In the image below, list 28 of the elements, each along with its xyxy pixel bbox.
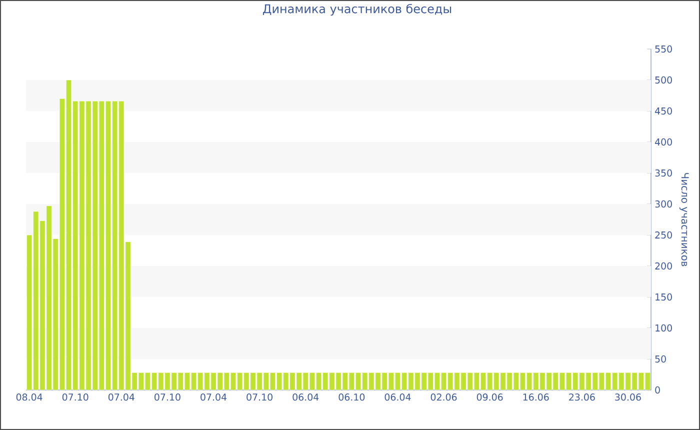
x-tick-label: 07.04	[108, 394, 134, 401]
y-tick-label: 150	[656, 293, 672, 301]
x-tick-label: 07.10	[246, 394, 272, 401]
x-tick-label: 23.06	[569, 394, 595, 401]
x-tick-label: 06.04	[384, 394, 411, 401]
chart-title: Динамика участников беседы	[262, 4, 452, 16]
x-tick-label: 06.10	[338, 394, 365, 401]
x-tick-label: 16.06	[523, 394, 549, 401]
x-tick-label: 07.10	[62, 394, 88, 401]
x-tick-label: 08.04	[16, 394, 42, 401]
y-tick-label: 350	[655, 169, 672, 177]
x-tick-label: 09.06	[476, 394, 503, 401]
y-tick-label: 100	[656, 324, 672, 332]
x-tick-label: 07.10	[154, 394, 180, 401]
y-axis-title: Число участников	[679, 173, 689, 266]
y-tick-label: 400	[654, 138, 672, 146]
y-tick-label: 550	[655, 45, 672, 53]
y-tick-label: 200	[655, 262, 672, 270]
y-tick-label: 0	[655, 386, 660, 394]
y-tick-label: 250	[655, 231, 672, 239]
x-tick-label: 30.06	[615, 394, 641, 401]
x-tick-label: 02.06	[430, 394, 457, 401]
x-tick-label: 07.04	[200, 394, 227, 401]
x-tick-label: 06.04	[292, 394, 319, 401]
y-tick-label: 50	[655, 355, 666, 363]
y-tick-label: 450	[654, 107, 672, 115]
y-tick-label: 300	[655, 200, 672, 208]
y-tick-label: 500	[655, 76, 672, 84]
